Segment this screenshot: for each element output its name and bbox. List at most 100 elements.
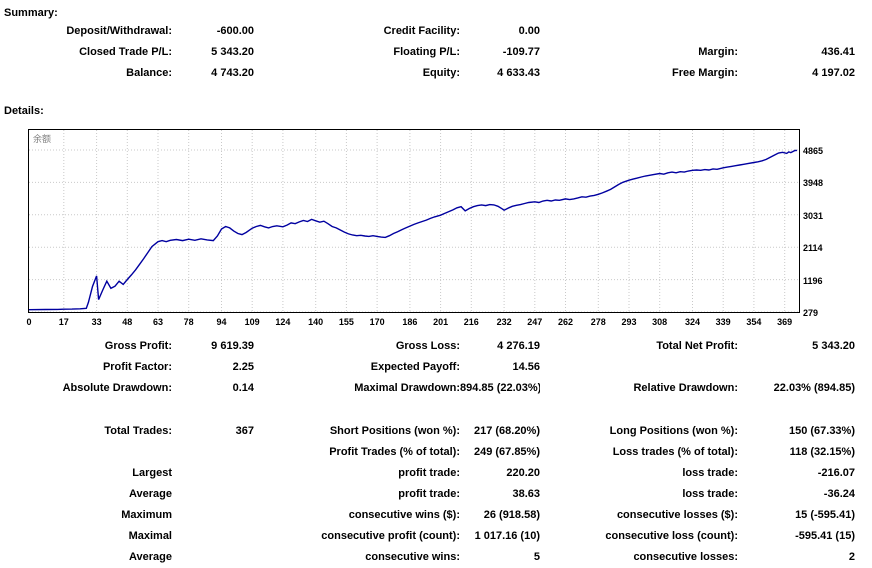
- stat-label: profit trade:: [398, 467, 460, 479]
- stat-value: 38.63: [512, 488, 540, 500]
- x-axis-label: 170: [369, 317, 385, 327]
- stat-value: -600.00: [216, 25, 254, 37]
- stat-value: 367: [235, 425, 254, 437]
- x-axis-label: 354: [746, 317, 762, 327]
- stat-label: Gross Loss:: [395, 340, 460, 352]
- stat-value: 1 017.16 (10): [474, 530, 540, 542]
- x-axis-label: 324: [684, 317, 701, 327]
- series-label: 余额: [33, 134, 52, 144]
- stat-value: 894.85 (22.03%): [460, 382, 540, 394]
- stat-value: 2: [848, 551, 855, 563]
- stat-label: loss trade:: [682, 467, 738, 479]
- stat-label: consecutive losses:: [633, 551, 738, 563]
- x-axis-label: 262: [557, 317, 574, 327]
- stat-value: [738, 357, 855, 378]
- x-axis-label: 94: [216, 317, 227, 327]
- x-axis-label: 247: [527, 317, 543, 327]
- details-grid-b: Total Trades: 367 Short Positions (won %):…: [0, 421, 855, 568]
- stat-value: [172, 526, 254, 547]
- chart-grid: [29, 130, 799, 312]
- stat-value: 14.56: [512, 361, 540, 373]
- x-axis-label: 293: [621, 317, 637, 327]
- balance-line: [29, 149, 798, 311]
- stat-label: Largest: [132, 467, 172, 479]
- stat-label: consecutive loss (count):: [605, 530, 738, 542]
- y-axis-label: 279: [803, 308, 819, 318]
- stat-label: Maximal: [128, 530, 172, 542]
- stat-label: consecutive wins ($):: [348, 509, 460, 521]
- stat-label: Credit Facility:: [383, 25, 460, 37]
- x-axis-label: 369: [777, 317, 793, 327]
- stat-label: Maximum: [121, 509, 172, 521]
- x-axis-label: 78: [183, 317, 194, 327]
- stat-label: consecutive losses ($):: [616, 509, 738, 521]
- stat-label: Closed Trade P/L:: [79, 46, 172, 58]
- stat-value: 150 (67.33%): [788, 425, 855, 437]
- y-axis-label: 2114: [803, 243, 823, 254]
- x-axis-label: 48: [122, 317, 133, 327]
- stat-label: consecutive profit (count):: [321, 530, 460, 542]
- stat-value: -36.24: [823, 488, 855, 500]
- y-axis-label: 1196: [803, 275, 823, 286]
- x-axis-label: 186: [402, 317, 418, 327]
- stat-value: 5: [533, 551, 540, 563]
- x-axis-label: 17: [58, 317, 69, 327]
- stat-label: Relative Drawdown:: [633, 382, 738, 394]
- x-axis-label: 232: [496, 317, 512, 327]
- stat-value: -109.77: [502, 46, 540, 58]
- stat-value: 26 (918.58): [483, 509, 540, 521]
- x-axis-label: 308: [652, 317, 668, 327]
- y-axis-label: 3948: [803, 178, 824, 189]
- stat-label: [0, 442, 172, 463]
- stat-value: [172, 463, 254, 484]
- stat-label: Balance:: [126, 67, 172, 79]
- x-axis-label: 109: [244, 317, 260, 327]
- balance-chart: 余额: [28, 129, 800, 313]
- stat-value: [172, 484, 254, 505]
- stat-label: Total Net Profit:: [656, 340, 738, 352]
- x-axis-label: 140: [308, 317, 324, 327]
- stat-value: 4 276.19: [497, 340, 540, 352]
- stat-value: 2.25: [232, 361, 254, 373]
- stat-label: profit trade:: [398, 488, 460, 500]
- stat-value: 4 633.43: [497, 67, 540, 79]
- stat-value: 118 (32.15%): [789, 446, 855, 458]
- x-axis-label: 0: [26, 317, 32, 327]
- stat-value: 22.03% (894.85): [773, 382, 855, 394]
- stat-value: [172, 505, 254, 526]
- x-axis-label: 339: [715, 317, 731, 327]
- x-axis-label: 155: [338, 317, 354, 327]
- balance-chart-svg: [29, 130, 799, 312]
- stat-value: 436.41: [821, 46, 855, 58]
- stat-value: -216.07: [817, 467, 855, 479]
- stat-label: Absolute Drawdown:: [62, 382, 172, 394]
- stat-label: Long Positions (won %):: [609, 425, 738, 437]
- stat-label: Profit Trades (% of total):: [329, 446, 460, 458]
- stat-label: Short Positions (won %):: [329, 425, 460, 437]
- summary-heading: Summary:: [4, 7, 58, 19]
- stat-value: -595.41 (15): [795, 530, 855, 542]
- details-heading: Details:: [4, 105, 44, 117]
- stat-label: Total Trades:: [104, 425, 172, 437]
- stat-value: 15 (-595.41): [795, 509, 855, 521]
- stat-label: Free Margin:: [671, 67, 738, 79]
- x-axis-labels: 0 17 33 48 63 78 94 109 124 140 155 170 186 201 216 232…: [26, 317, 801, 329]
- stat-value: 4 197.02: [812, 67, 855, 79]
- stat-value: 5 343.20: [211, 46, 254, 58]
- stat-label: Average: [128, 551, 172, 563]
- stat-label: Profit Factor:: [102, 361, 172, 373]
- details-grid-a: Gross Profit: 9 619.39 Gross Loss: 4 276.19…: [0, 336, 855, 399]
- x-axis-label: 63: [152, 317, 163, 327]
- stat-label: Margin:: [698, 46, 738, 58]
- stat-value: 0.14: [232, 382, 254, 394]
- stat-value: 249 (67.85%): [473, 446, 540, 458]
- stat-value: 9 619.39: [211, 340, 254, 352]
- stat-value: [172, 442, 254, 463]
- y-axis-label: 3031: [803, 210, 824, 221]
- y-axis-label: 4865: [803, 146, 824, 156]
- stat-value: 4 743.20: [211, 67, 254, 79]
- stat-label: Loss trades (% of total):: [612, 446, 738, 458]
- stat-label: consecutive wins:: [365, 551, 460, 563]
- stat-label: Equity:: [422, 67, 460, 79]
